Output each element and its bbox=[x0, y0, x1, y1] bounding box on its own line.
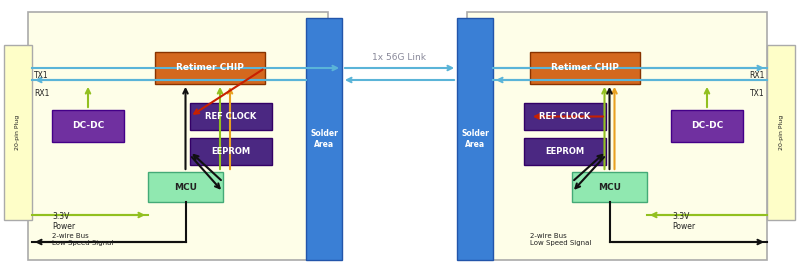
Text: Solder
Area: Solder Area bbox=[310, 129, 338, 149]
Text: DC-DC: DC-DC bbox=[691, 121, 723, 131]
Bar bbox=[306, 18, 342, 260]
Text: 2-wire Bus
Low Speed Signal: 2-wire Bus Low Speed Signal bbox=[530, 233, 591, 246]
Bar bbox=[4, 45, 32, 220]
Bar bbox=[572, 172, 647, 202]
Text: TX1: TX1 bbox=[34, 70, 49, 79]
Text: Retimer CHIP: Retimer CHIP bbox=[176, 63, 244, 73]
Text: MCU: MCU bbox=[598, 182, 621, 192]
Text: REF CLOCK: REF CLOCK bbox=[205, 112, 256, 121]
Bar bbox=[190, 138, 272, 165]
Text: 20-pin Plug: 20-pin Plug bbox=[778, 115, 784, 150]
Bar bbox=[767, 45, 795, 220]
Text: MCU: MCU bbox=[174, 182, 197, 192]
Bar bbox=[190, 103, 272, 130]
Text: 3.3V
Power: 3.3V Power bbox=[52, 212, 75, 231]
Bar bbox=[671, 110, 743, 142]
Bar bbox=[524, 103, 606, 130]
Text: EEPROM: EEPROM bbox=[212, 147, 251, 156]
Text: 2-wire Bus
Low Speed Signal: 2-wire Bus Low Speed Signal bbox=[52, 233, 113, 246]
Bar bbox=[28, 12, 328, 260]
Text: 1x 56G Link: 1x 56G Link bbox=[372, 53, 427, 62]
Bar bbox=[457, 18, 493, 260]
Text: Retimer CHIP: Retimer CHIP bbox=[551, 63, 619, 73]
Text: Solder
Area: Solder Area bbox=[461, 129, 489, 149]
Text: REF CLOCK: REF CLOCK bbox=[539, 112, 590, 121]
Bar bbox=[155, 52, 265, 84]
Bar bbox=[52, 110, 124, 142]
Text: 20-pin Plug: 20-pin Plug bbox=[15, 115, 21, 150]
Text: RX1: RX1 bbox=[749, 70, 765, 79]
Bar bbox=[524, 138, 606, 165]
Text: RX1: RX1 bbox=[34, 89, 50, 98]
Bar bbox=[148, 172, 223, 202]
Bar bbox=[530, 52, 640, 84]
Text: EEPROM: EEPROM bbox=[546, 147, 585, 156]
Text: TX1: TX1 bbox=[750, 89, 765, 98]
Bar bbox=[467, 12, 767, 260]
Text: 3.3V
Power: 3.3V Power bbox=[672, 212, 695, 231]
Text: DC-DC: DC-DC bbox=[72, 121, 104, 131]
